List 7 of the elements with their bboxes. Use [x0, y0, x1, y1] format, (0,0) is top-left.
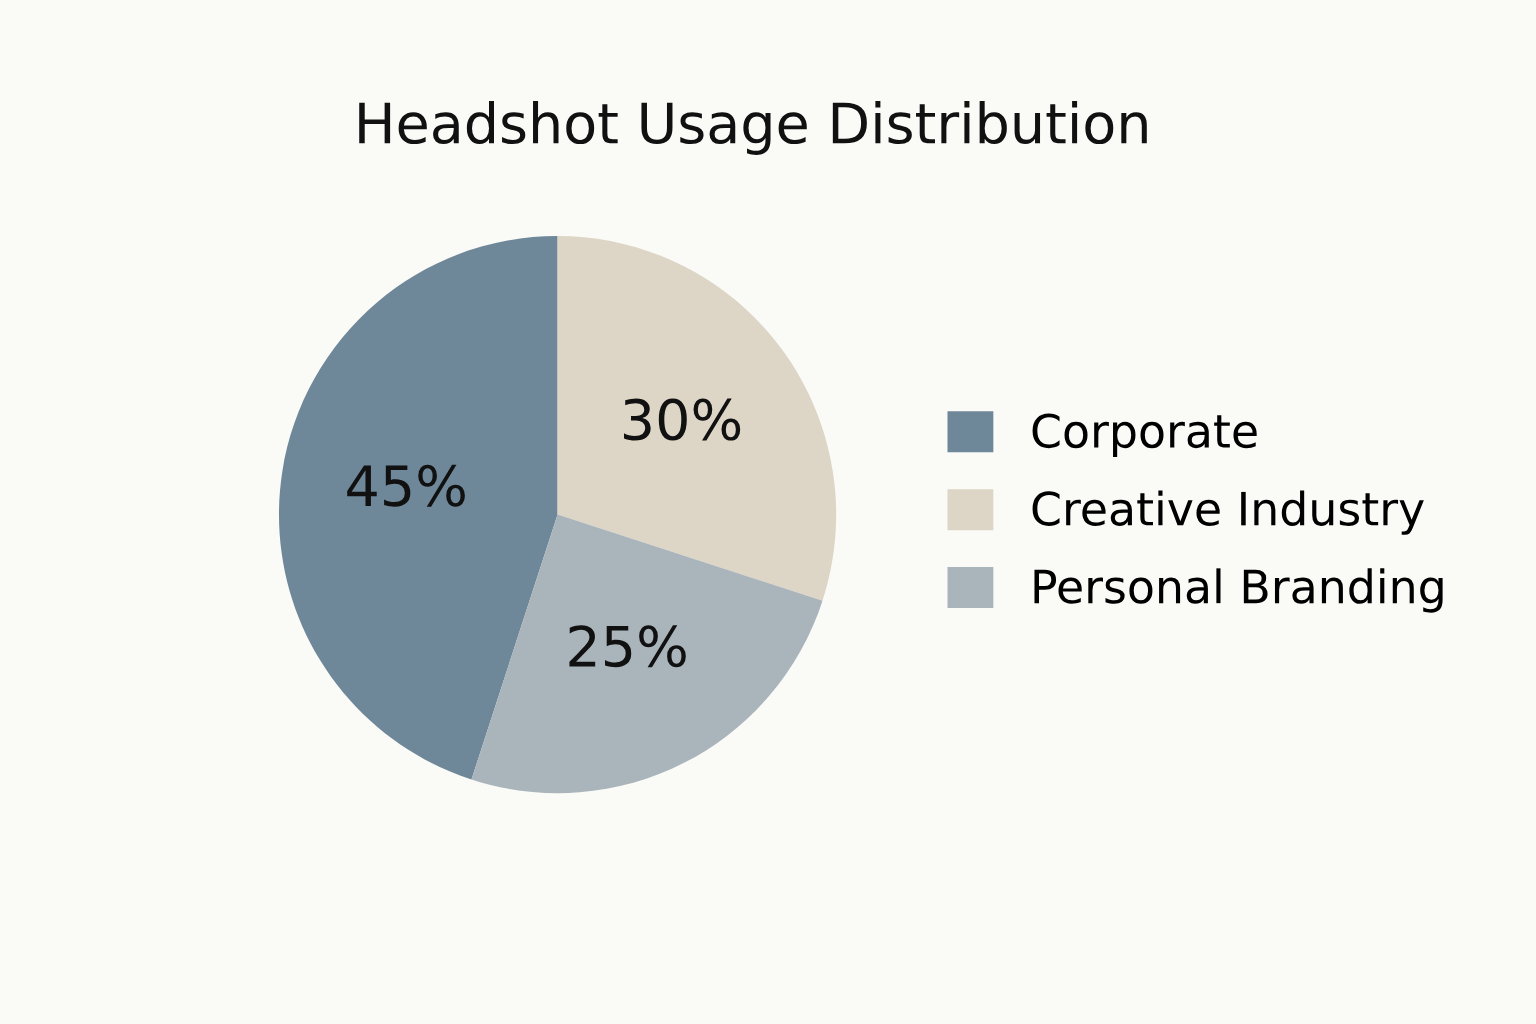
legend-label: Corporate	[1032, 413, 1257, 458]
data-label: 25%	[569, 625, 686, 668]
data-label: 30%	[624, 398, 741, 441]
data-label: 45%	[347, 464, 465, 507]
legend-label: Personal Branding	[1034, 568, 1443, 613]
legend-label: Creative Industry	[1032, 490, 1424, 535]
chart-title: Headshot Usage Distribution	[359, 101, 1147, 155]
